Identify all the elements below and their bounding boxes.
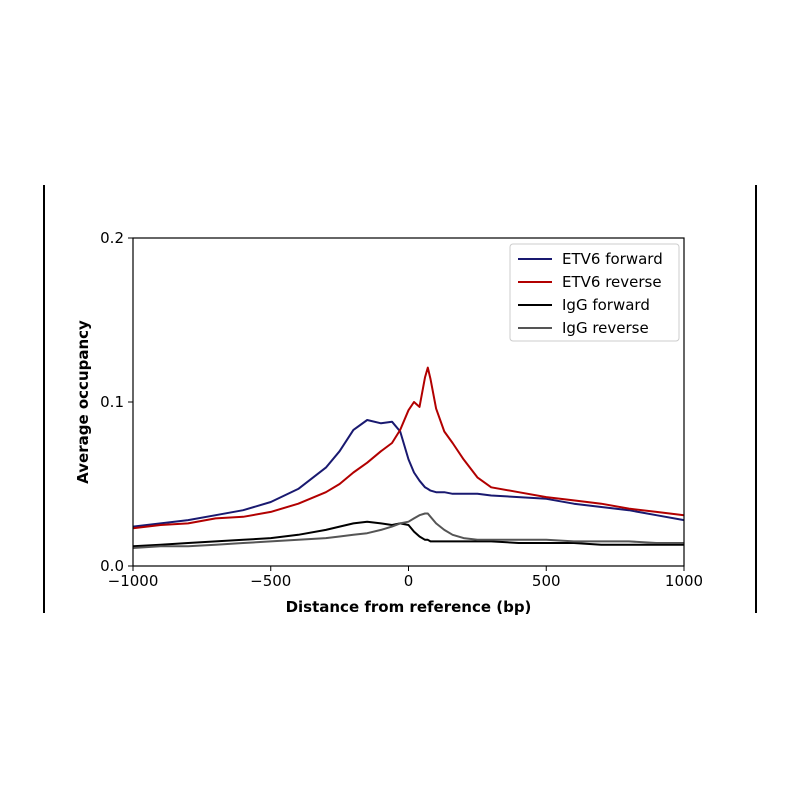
x-tick-label: 1000 [665,572,703,590]
legend-box [509,243,680,342]
y-tick-label: 0.2 [100,229,124,247]
series-line-1 [132,366,685,530]
series-line-2 [132,520,684,548]
legend: ETV6 forward ETV6 reverse IgG forward IgG r… [509,243,680,342]
x-tick-label: −1000 [108,572,159,590]
x-tick-label: 500 [532,572,561,590]
legend-label-0: ETV6 forward [562,250,663,268]
series-line-0 [132,419,685,528]
plot-lines [132,366,685,549]
x-tick-label: −500 [250,572,291,590]
y-tick-label: 0.1 [100,393,124,411]
y-axis-ticks: 0.0 0.1 0.2 [100,229,133,575]
x-tick-label: 0 [404,572,414,590]
y-tick-label: 0.0 [100,557,124,575]
series-line-3 [132,512,684,549]
x-axis-label: Distance from reference (bp) [286,598,532,616]
frame-border-right [755,185,757,613]
x-axis-ticks: −1000 −500 0 500 1000 [108,566,703,590]
legend-label-3: IgG reverse [562,319,649,337]
legend-label-1: ETV6 reverse [562,273,662,291]
frame-border-left [43,185,45,613]
y-axis-label: Average occupancy [74,320,92,484]
legend-label-2: IgG forward [562,296,650,314]
